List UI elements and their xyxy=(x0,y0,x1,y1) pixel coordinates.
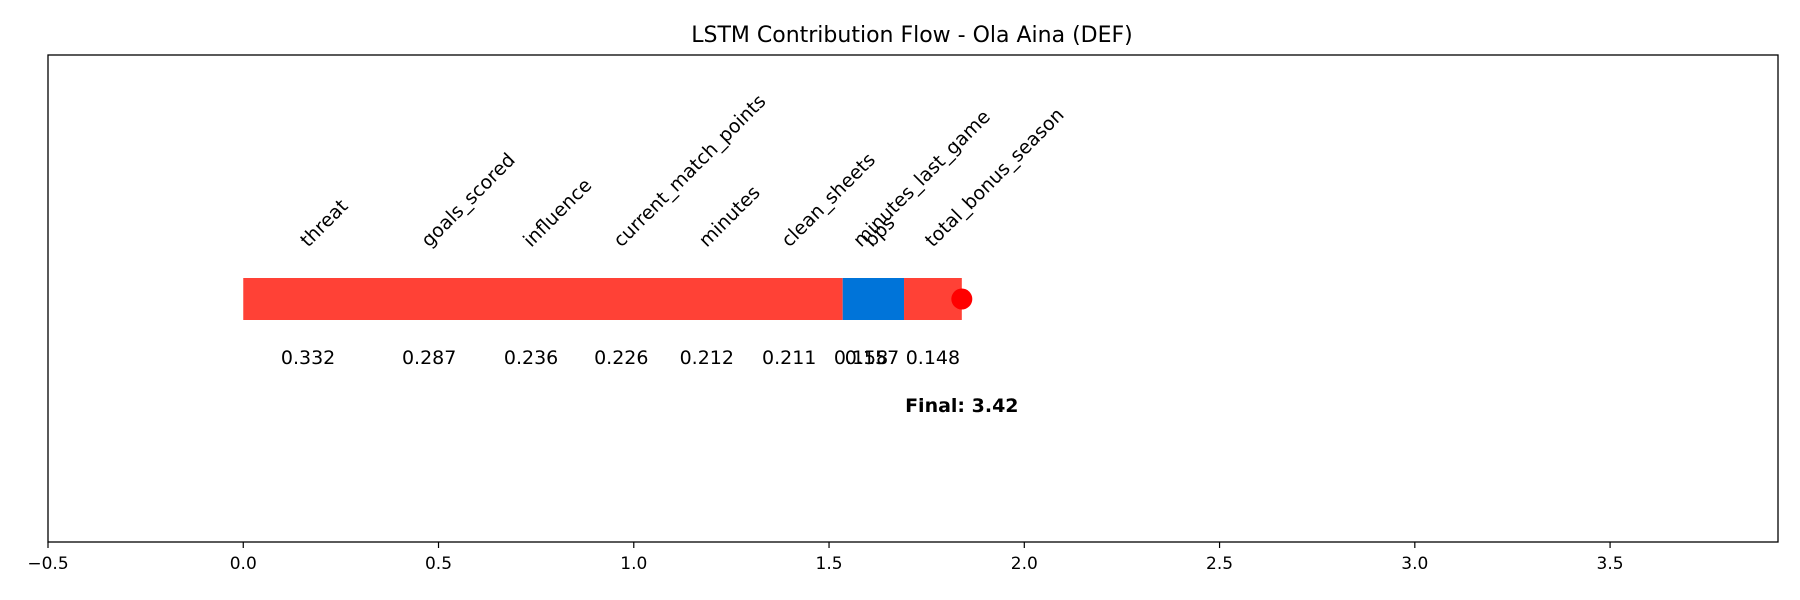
value-label-1: 0.287 xyxy=(402,347,456,369)
value-label-2: 0.236 xyxy=(504,347,558,369)
value-label-4: 0.212 xyxy=(680,347,734,369)
feature-labels: threat goals_scored influence current_match… xyxy=(296,90,1069,251)
endpoint-marker xyxy=(951,288,973,310)
x-tick-label-8: 3.5 xyxy=(1597,554,1624,574)
x-tick-label-1: 0.0 xyxy=(230,554,257,574)
x-tick-label-2: 0.5 xyxy=(425,554,452,574)
x-tick-label-4: 1.5 xyxy=(816,554,843,574)
value-label-7: 0.157 xyxy=(845,347,899,369)
value-label-3: 0.226 xyxy=(594,347,648,369)
feature-label-3: current_match_points xyxy=(609,90,770,251)
feature-label-8: total_bonus_season xyxy=(921,104,1069,252)
endpoint-layer xyxy=(951,288,973,310)
x-tick-label-0: −0.5 xyxy=(27,554,68,574)
feature-label-0: threat xyxy=(296,195,352,251)
bar-segment-1 xyxy=(842,278,905,320)
x-tick-label-7: 3.0 xyxy=(1401,554,1428,574)
feature-label-2: influence xyxy=(519,174,596,251)
feature-label-1: goals_scored xyxy=(417,149,520,252)
bar-segment-0 xyxy=(243,278,843,320)
feature-label-4: minutes xyxy=(695,182,765,252)
bar-segments xyxy=(243,278,962,320)
value-label-5: 0.211 xyxy=(762,347,816,369)
value-labels: 0.332 0.287 0.236 0.226 0.212 0.211 0.1580.157… xyxy=(281,347,960,369)
value-label-0: 0.332 xyxy=(281,347,335,369)
value-label-8: 0.148 xyxy=(906,347,960,369)
final-label: Final: 3.42 xyxy=(905,395,1018,417)
x-tick-label-6: 2.5 xyxy=(1206,554,1233,574)
value-label-6: 0.158 xyxy=(834,347,888,369)
chart-title: LSTM Contribution Flow - Ola Aina (DEF) xyxy=(691,23,1133,48)
plot-frame xyxy=(47,54,1779,543)
x-axis: −0.5 0.0 0.5 1.0 1.5 2.0 2.5 3.0 3.5 xyxy=(27,542,1624,574)
x-tick-label-3: 1.0 xyxy=(620,554,647,574)
x-tick-label-5: 2.0 xyxy=(1011,554,1038,574)
